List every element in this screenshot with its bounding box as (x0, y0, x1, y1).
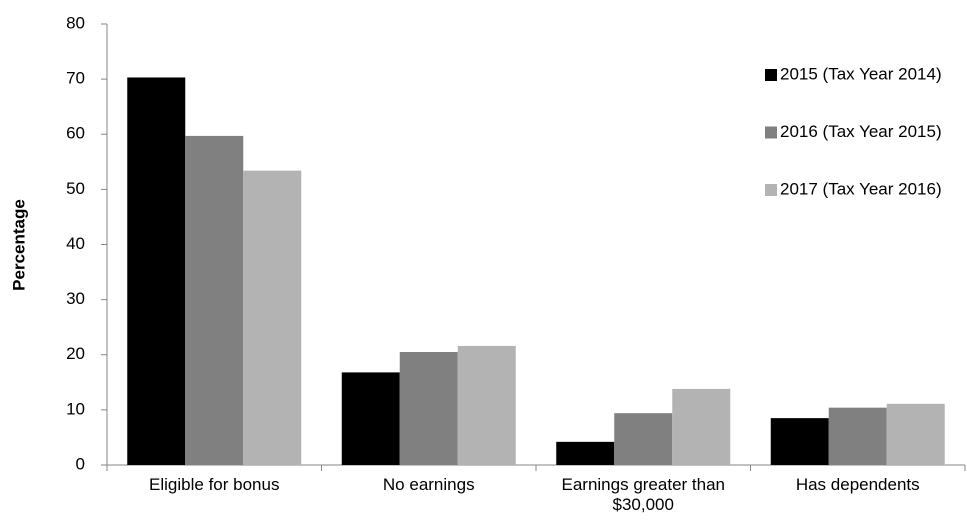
bar (828, 407, 887, 465)
bar (243, 170, 302, 465)
bar (127, 77, 186, 465)
y-axis-label: Percentage (9, 199, 28, 291)
y-tick-label: 20 (66, 344, 85, 363)
bar (614, 413, 673, 465)
y-tick-label: 60 (66, 124, 85, 143)
y-tick-label: 10 (66, 399, 85, 418)
bar (341, 372, 400, 465)
x-tick-label: Has dependents (795, 475, 920, 494)
bar (457, 345, 516, 465)
bar (399, 351, 458, 465)
y-tick-label: 0 (76, 454, 85, 473)
legend-swatch (765, 126, 777, 139)
legend-swatch (765, 69, 777, 81)
legend-label: 2017 (Tax Year 2016) (780, 179, 942, 198)
legend-label: 2016 (Tax Year 2015) (780, 122, 942, 141)
bar (672, 388, 731, 465)
x-tick-label: Earnings greater than $30,000 (561, 475, 726, 514)
legend-swatch (765, 184, 777, 196)
bar (556, 441, 615, 465)
y-tick-label: 50 (66, 179, 85, 198)
x-tick-label-box: Eligible for bonus (149, 475, 280, 494)
y-tick-label: 80 (66, 13, 85, 32)
x-tick-label-box: Earnings greater than $30,000 (561, 475, 726, 514)
y-tick-label: 30 (66, 289, 85, 308)
y-tick-label: 70 (66, 69, 85, 88)
x-tick-label: Eligible for bonus (149, 475, 280, 494)
bar (770, 418, 829, 465)
x-tick-label-box: No earnings (382, 475, 475, 494)
legend-label: 2015 (Tax Year 2014) (780, 64, 942, 83)
bar (886, 403, 945, 465)
x-tick-label: No earnings (382, 475, 475, 494)
bar (185, 135, 244, 465)
y-tick-label: 40 (66, 234, 85, 253)
x-tick-label-box: Has dependents (795, 475, 920, 494)
